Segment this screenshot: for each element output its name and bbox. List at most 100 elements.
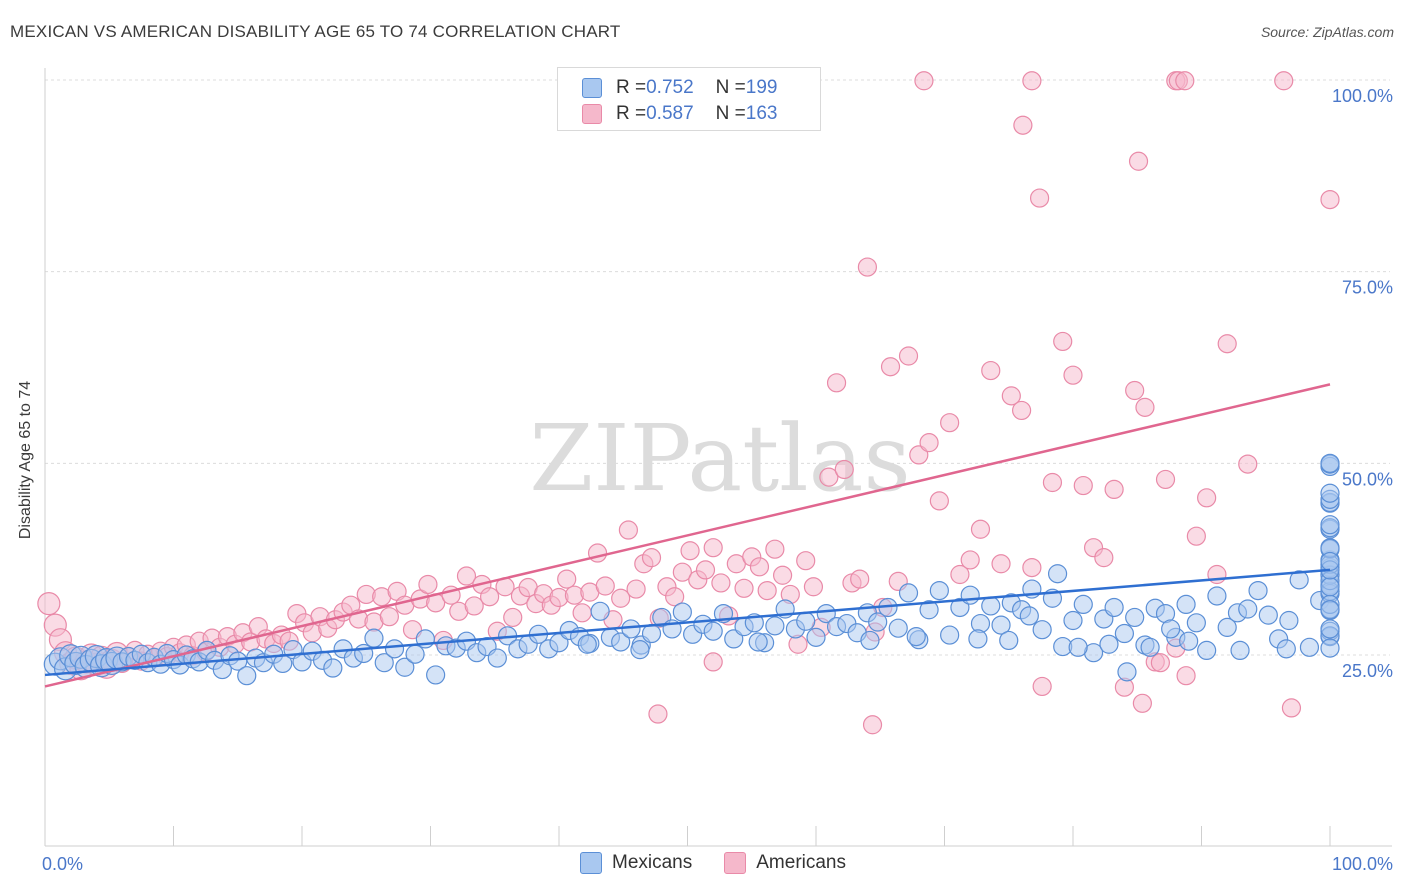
americans-point: [803, 577, 824, 597]
mexicans-point: [1299, 637, 1320, 657]
mexicans-point: [1230, 640, 1250, 661]
mexicans-point: [898, 583, 919, 603]
legend-n-label: N =: [715, 103, 746, 124]
x-tick-label: 100.0%: [1332, 854, 1393, 874]
americans-point: [734, 578, 754, 598]
americans-point: [1022, 71, 1042, 91]
americans-point: [1128, 151, 1149, 171]
americans-point: [765, 539, 785, 559]
americans-point: [819, 467, 839, 487]
americans-point: [862, 715, 883, 735]
mexicans-point: [374, 653, 394, 673]
mexicans-point: [1320, 551, 1340, 572]
watermark: ZIPatlas: [529, 405, 910, 512]
legend-swatch-pink: [582, 104, 602, 124]
mexicans-point: [1217, 617, 1237, 638]
y-tick-label: 25.0%: [1342, 661, 1393, 681]
mexicans-point: [1320, 600, 1340, 620]
americans-point: [1073, 475, 1093, 496]
legend-swatch-blue: [580, 852, 602, 874]
americans-point: [1176, 666, 1196, 686]
mexicans-point: [611, 632, 631, 652]
mexicans-point: [1248, 580, 1268, 601]
americans-point: [919, 433, 939, 453]
americans-point: [834, 459, 854, 480]
mexicans-point: [1320, 483, 1340, 503]
legend-item-mexicans: Mexicans: [580, 852, 692, 874]
mexicans-point: [748, 632, 768, 652]
americans-point: [826, 373, 847, 393]
americans-point: [572, 603, 592, 623]
mexicans-point: [1197, 640, 1217, 661]
legend-label-americans: Americans: [756, 852, 846, 873]
legend-row-mexicans: R = 0.752 N = 199: [582, 76, 777, 100]
americans-point: [564, 585, 585, 605]
mexicans-point: [999, 630, 1019, 651]
series-legend: Mexicans Americans: [580, 852, 878, 874]
mexicans-point: [641, 623, 662, 644]
mexicans-point: [929, 580, 949, 601]
americans-point: [557, 569, 577, 589]
mexicans-point: [1032, 620, 1052, 640]
americans-trend-line: [44, 383, 1331, 688]
legend-n-label: N =: [715, 77, 746, 98]
americans-point: [950, 564, 970, 585]
mexicans-point: [1114, 623, 1135, 644]
americans-point: [1217, 334, 1237, 354]
mexicans-point: [630, 640, 650, 660]
axes: [44, 68, 1392, 847]
mexicans-point: [1320, 619, 1340, 639]
legend-row-americans: R = 0.587 N = 163: [582, 102, 777, 126]
mexicans-point: [919, 600, 939, 620]
americans-point: [857, 257, 878, 277]
mexicans-point: [384, 639, 405, 659]
mexicans-point: [1068, 637, 1088, 657]
mexicans-point: [1176, 594, 1196, 615]
americans-point: [929, 491, 949, 511]
americans-point: [418, 574, 438, 595]
americans-point: [991, 554, 1011, 574]
mexicans-point: [621, 619, 641, 639]
mexicans-point: [590, 601, 610, 621]
americans-point: [749, 557, 770, 577]
americans-point: [880, 357, 901, 377]
mexicans-point: [1207, 586, 1227, 606]
legend-swatch-blue: [582, 78, 602, 98]
x-tick-label: 0.0%: [42, 854, 83, 874]
mexicans-point: [1320, 515, 1340, 535]
mexicans-point: [1186, 613, 1206, 633]
americans-point: [665, 587, 685, 607]
legend-label-mexicans: Mexicans: [612, 852, 693, 873]
mexicans-point: [1276, 639, 1296, 659]
mexicans-point: [860, 630, 880, 651]
mexicans-point: [991, 615, 1011, 635]
mexicans-point: [237, 666, 257, 686]
legend-r-label: R =: [616, 103, 647, 124]
mexicans-point: [426, 665, 446, 685]
mexicans-point: [1320, 638, 1340, 658]
americans-point: [960, 550, 980, 570]
americans-point: [1186, 526, 1206, 546]
americans-point: [695, 560, 716, 580]
mexicans-point: [765, 616, 785, 636]
americans-point: [1197, 488, 1217, 508]
americans-point: [1011, 400, 1032, 421]
mexicans-point: [1258, 605, 1278, 625]
americans-point: [587, 543, 608, 563]
americans-point: [1150, 653, 1170, 673]
americans-point: [796, 551, 816, 571]
legend-r-value: 0.587: [646, 103, 694, 124]
americans-points: [37, 71, 1340, 735]
americans-point: [1032, 676, 1052, 697]
americans-point: [464, 596, 484, 616]
americans-point: [480, 587, 500, 607]
mexicans-point: [940, 625, 960, 645]
mexicans-point: [1063, 610, 1083, 631]
mexicans-point: [1125, 607, 1145, 628]
americans-point: [611, 588, 631, 608]
americans-point: [1013, 115, 1033, 135]
tick-labels: 25.0% 50.0% 75.0% 100.0% 0.0% 100.0%: [42, 86, 1393, 874]
americans-point: [898, 346, 919, 366]
americans-point: [1155, 469, 1176, 490]
legend-r-value: 0.752: [646, 77, 694, 98]
